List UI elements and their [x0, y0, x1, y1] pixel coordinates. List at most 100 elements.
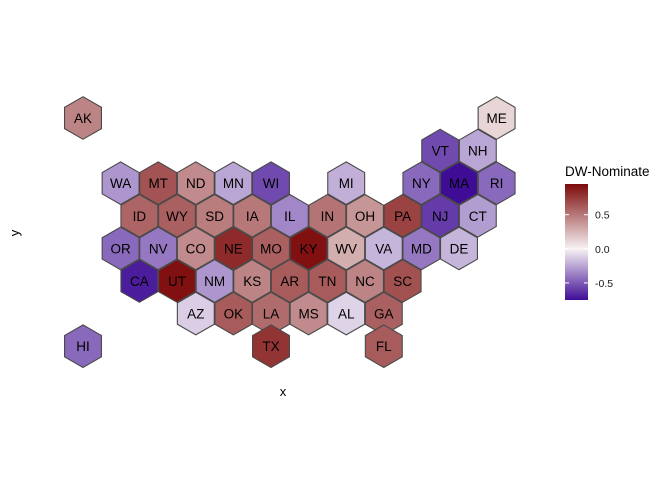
hex-co [176, 226, 215, 271]
state-label-hi: HI [76, 339, 90, 354]
state-label-nc: NC [355, 274, 375, 289]
hex-md [402, 226, 441, 271]
hex-in [308, 193, 347, 238]
hex-ct [458, 193, 497, 238]
state-label-ct: CT [469, 209, 487, 224]
state-label-tn: TN [318, 274, 336, 289]
state-label-mi: MI [339, 176, 354, 191]
state-labels: AK ME VT NH WA MT ND MN WI MI NY MA RI ID WY SD IA IL IN OH… [74, 111, 507, 354]
hex-ny [402, 161, 441, 206]
state-label-mn: MN [223, 176, 244, 191]
state-label-nm: NM [204, 274, 225, 289]
state-label-md: MD [411, 241, 432, 256]
hex-ma [439, 161, 479, 206]
state-label-wv: WV [335, 241, 357, 256]
hex-nv [139, 226, 178, 271]
hex-nm [195, 259, 234, 303]
state-label-nj: NJ [432, 209, 449, 224]
state-label-wi: WI [263, 176, 280, 191]
state-label-ga: GA [374, 307, 394, 322]
state-label-il: IL [284, 209, 296, 224]
state-label-va: VA [375, 241, 392, 256]
hex-nh [458, 128, 497, 173]
state-label-wy: WY [166, 209, 188, 224]
x-axis-label: x [280, 384, 287, 399]
hex-nj [421, 193, 460, 238]
legend-tick-label: -0.5 [595, 278, 613, 290]
hex-de [439, 226, 479, 271]
state-label-mo: MO [260, 241, 282, 256]
hex-sc [383, 259, 422, 303]
legend-colorbar [565, 184, 588, 300]
state-label-vt: VT [432, 144, 449, 159]
hex-sd [195, 193, 234, 238]
y-axis-label: y [7, 229, 22, 236]
state-label-sc: SC [393, 274, 412, 289]
hex-ia [233, 193, 272, 238]
legend: DW-Nominate 0.5 0.0 -0.5 [565, 164, 650, 300]
state-label-ak: AK [74, 111, 92, 126]
hex-mt [139, 161, 178, 206]
state-label-fl: FL [376, 339, 392, 354]
legend-title: DW-Nominate [565, 164, 650, 179]
hex-or [101, 226, 140, 271]
hex-tn [308, 259, 347, 303]
hex-ar [270, 259, 309, 303]
hex-ak [64, 96, 102, 140]
state-label-ky: KY [300, 241, 318, 256]
hex-ri [477, 161, 516, 206]
hex-ca [120, 259, 159, 303]
hex-id [120, 193, 159, 238]
state-label-pa: PA [394, 209, 411, 224]
state-label-az: AZ [187, 307, 204, 322]
state-label-ny: NY [412, 176, 431, 191]
state-label-mt: MT [148, 176, 168, 191]
hex-mi [327, 161, 366, 206]
hex-nc [345, 259, 385, 303]
hex-wi [252, 161, 291, 206]
legend-tick-label: 0.5 [595, 210, 610, 222]
state-label-de: DE [450, 241, 469, 256]
hex-wa [101, 161, 140, 206]
hex-ut [158, 259, 196, 303]
hex-il [270, 193, 309, 238]
state-label-ar: AR [280, 274, 299, 289]
state-label-ok: OK [224, 307, 244, 322]
hex-pa [383, 193, 422, 238]
hex-me [477, 96, 516, 140]
hex-az [176, 291, 215, 336]
state-label-in: IN [321, 209, 335, 224]
hex-wy [158, 193, 196, 238]
hex-va [364, 226, 403, 271]
state-label-ne: NE [224, 241, 243, 256]
hex-vt [421, 128, 460, 173]
state-label-al: AL [338, 307, 355, 322]
state-label-me: ME [486, 111, 506, 126]
state-label-ia: IA [246, 209, 259, 224]
state-label-nv: NV [149, 241, 168, 256]
hex-ks [233, 259, 272, 303]
hex-ne [214, 226, 253, 271]
state-label-wa: WA [110, 176, 131, 191]
state-label-ms: MS [298, 307, 318, 322]
state-label-tx: TX [262, 339, 279, 354]
state-label-co: CO [186, 241, 206, 256]
hex-wv [327, 226, 366, 271]
state-label-oh: OH [355, 209, 375, 224]
state-label-sd: SD [205, 209, 224, 224]
state-label-nh: NH [468, 144, 488, 159]
state-label-ks: KS [243, 274, 261, 289]
hex-oh [345, 193, 385, 238]
state-label-ma: MA [449, 176, 469, 191]
state-label-or: OR [110, 241, 131, 256]
hex-mo [252, 226, 291, 271]
state-label-la: LA [263, 307, 280, 322]
legend-tick-label: 0.0 [595, 244, 610, 256]
hex-ok [214, 291, 253, 336]
state-label-id: ID [133, 209, 147, 224]
hex-ms [289, 291, 328, 336]
hex-al [327, 291, 366, 336]
state-label-nd: ND [186, 176, 206, 191]
hex-mn [214, 161, 253, 206]
